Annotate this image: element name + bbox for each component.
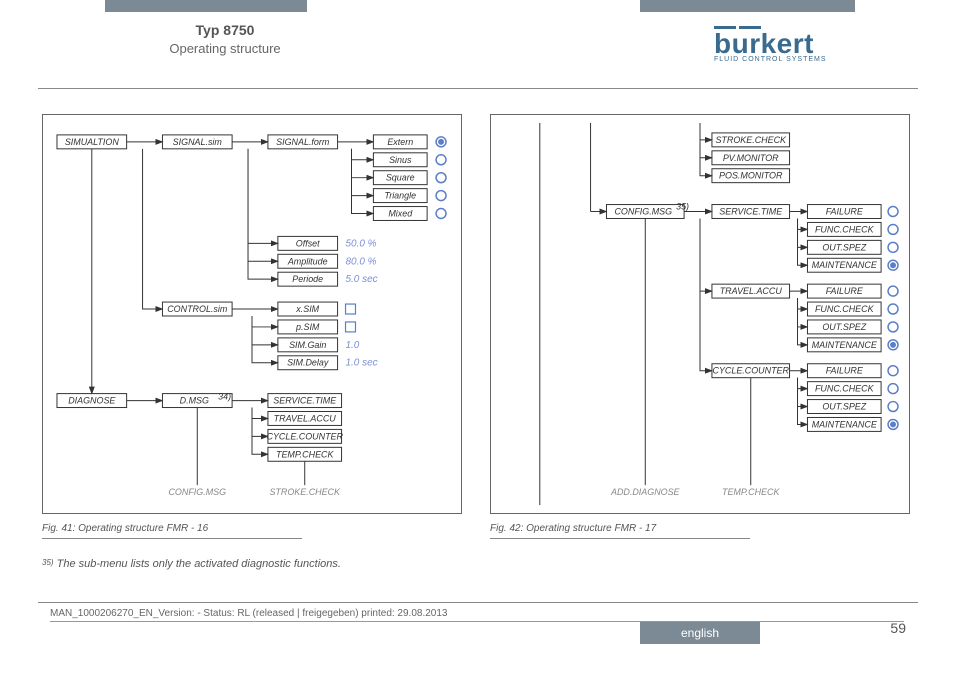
svg-text:FAILURE: FAILURE [826,286,864,296]
node-signalsim: SIGNAL.sim [173,137,223,147]
burkert-logo: burkert FLUID CONTROL SYSTEMS [714,26,894,63]
svg-text:OUT.SPEZ: OUT.SPEZ [822,402,866,412]
svg-text:FAILURE: FAILURE [826,366,864,376]
svg-text:DIAGNOSE: DIAGNOSE [68,396,116,406]
svg-text:POS.MONITOR: POS.MONITOR [719,171,783,181]
svg-text:Triangle: Triangle [384,191,416,201]
svg-text:MAINTENANCE: MAINTENANCE [812,260,878,270]
doc-subtitle: Operating structure [140,41,310,56]
svg-text:50.0 %: 50.0 % [346,238,377,249]
group-service: FAILURE FUNC.CHECK OUT.SPEZ MAINTENANCE [807,205,898,273]
svg-text:TRAVEL.ACCU: TRAVEL.ACCU [720,286,783,296]
group-cycle: FAILURE FUNC.CHECK OUT.SPEZ MAINTENANCE [807,364,898,432]
svg-text:CYCLE.COUNTER: CYCLE.COUNTER [266,431,343,441]
page-number: 59 [890,620,906,636]
svg-text:D.MSG: D.MSG [180,396,209,406]
svg-text:CONFIG.MSG: CONFIG.MSG [614,207,672,217]
svg-text:OUT.SPEZ: OUT.SPEZ [822,322,866,332]
svg-text:Mixed: Mixed [388,208,413,218]
svg-text:1.0: 1.0 [346,340,360,351]
svg-text:PV.MONITOR: PV.MONITOR [723,153,779,163]
divider-top [38,88,918,89]
node-simulation: SIMUALTION [65,137,120,147]
svg-text:CONFIG.MSG: CONFIG.MSG [168,487,226,497]
svg-text:SERVICE.TIME: SERVICE.TIME [273,396,337,406]
svg-text:TEMP.CHECK: TEMP.CHECK [722,487,780,497]
caption-rule-left [42,538,302,539]
language-tab: english [640,622,760,644]
svg-text:STROKE.CHECK: STROKE.CHECK [715,135,787,145]
tab-bar-right [640,0,855,12]
svg-text:80.0 %: 80.0 % [346,256,377,267]
svg-text:1.0 sec: 1.0 sec [346,358,378,369]
svg-text:STROKE.CHECK: STROKE.CHECK [269,487,341,497]
svg-text:Extern: Extern [387,137,413,147]
svg-text:MAINTENANCE: MAINTENANCE [812,340,878,350]
svg-text:TRAVEL.ACCU: TRAVEL.ACCU [274,413,337,423]
diagram-fmr17: STROKE.CHECK PV.MONITOR POS.MONITOR CONF… [490,114,910,514]
diagram-fmr16: SIMUALTION SIGNAL.sim SIGNAL.form Extern… [42,114,462,514]
group-travel: FAILURE FUNC.CHECK OUT.SPEZ MAINTENANCE [807,284,898,352]
svg-text:FAILURE: FAILURE [826,207,864,217]
svg-text:OUT.SPEZ: OUT.SPEZ [822,242,866,252]
svg-text:Square: Square [386,173,415,183]
top-tabs [0,0,954,12]
svg-text:Periode: Periode [292,274,323,284]
svg-text:34): 34) [218,392,231,402]
tab-bar-left [105,0,307,12]
svg-text:Sinus: Sinus [389,155,412,165]
svg-text:x.SIM: x.SIM [295,304,319,314]
caption-left: Fig. 41: Operating structure FMR - 16 [42,523,208,534]
footer-docinfo: MAN_1000206270_EN_Version: - Status: RL … [50,608,904,622]
footnote: 35) The sub-menu lists only the activate… [42,558,341,570]
svg-text:p.SIM: p.SIM [295,322,320,332]
svg-text:FUNC.CHECK: FUNC.CHECK [815,384,875,394]
header: Typ 8750 Operating structure burkert FLU… [0,22,954,82]
node-signalform: SIGNAL.form [276,137,330,147]
svg-text:5.0 sec: 5.0 sec [346,274,378,285]
doc-type: Typ 8750 [140,22,310,38]
svg-text:FUNC.CHECK: FUNC.CHECK [815,304,875,314]
svg-text:SIM.Delay: SIM.Delay [287,358,329,368]
svg-text:Offset: Offset [296,238,320,248]
svg-text:ADD.DIAGNOSE: ADD.DIAGNOSE [610,487,681,497]
svg-text:FUNC.CHECK: FUNC.CHECK [815,224,875,234]
svg-text:TEMP.CHECK: TEMP.CHECK [276,449,334,459]
svg-text:SIM.Gain: SIM.Gain [289,340,326,350]
caption-rule-right [490,538,750,539]
svg-text:CONTROL.sim: CONTROL.sim [167,304,228,314]
title-block: Typ 8750 Operating structure [140,22,310,56]
caption-right: Fig. 42: Operating structure FMR - 17 [490,523,656,534]
svg-text:Amplitude: Amplitude [287,256,328,266]
svg-text:35): 35) [676,202,689,212]
svg-text:SERVICE.TIME: SERVICE.TIME [719,207,783,217]
svg-text:MAINTENANCE: MAINTENANCE [812,419,878,429]
svg-text:CYCLE.COUNTER: CYCLE.COUNTER [713,366,790,376]
divider-bottom [38,602,918,603]
